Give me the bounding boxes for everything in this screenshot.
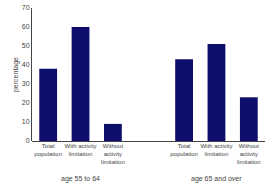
svg-text:10: 10 xyxy=(22,118,30,125)
svg-text:60: 60 xyxy=(22,23,30,30)
svg-text:0: 0 xyxy=(26,137,30,144)
svg-text:40: 40 xyxy=(22,61,30,68)
svg-text:With activitylimitation: With activitylimitation xyxy=(65,143,97,157)
svg-text:age 65 and over: age 65 and over xyxy=(191,175,242,183)
svg-text:percentage: percentage xyxy=(12,57,20,92)
svg-text:20: 20 xyxy=(22,99,30,106)
svg-text:50: 50 xyxy=(22,42,30,49)
svg-text:70: 70 xyxy=(22,4,30,11)
svg-text:Totalpopulation: Totalpopulation xyxy=(170,143,198,157)
svg-text:30: 30 xyxy=(22,80,30,87)
svg-text:Withoutactivitylimitation: Withoutactivitylimitation xyxy=(237,143,261,165)
svg-text:Totalpopulation: Totalpopulation xyxy=(34,143,62,157)
svg-text:With activitylimitation: With activitylimitation xyxy=(200,143,232,157)
svg-text:Withoutactivitylimitation: Withoutactivitylimitation xyxy=(101,143,125,165)
svg-text:age 55 to 64: age 55 to 64 xyxy=(61,175,100,183)
